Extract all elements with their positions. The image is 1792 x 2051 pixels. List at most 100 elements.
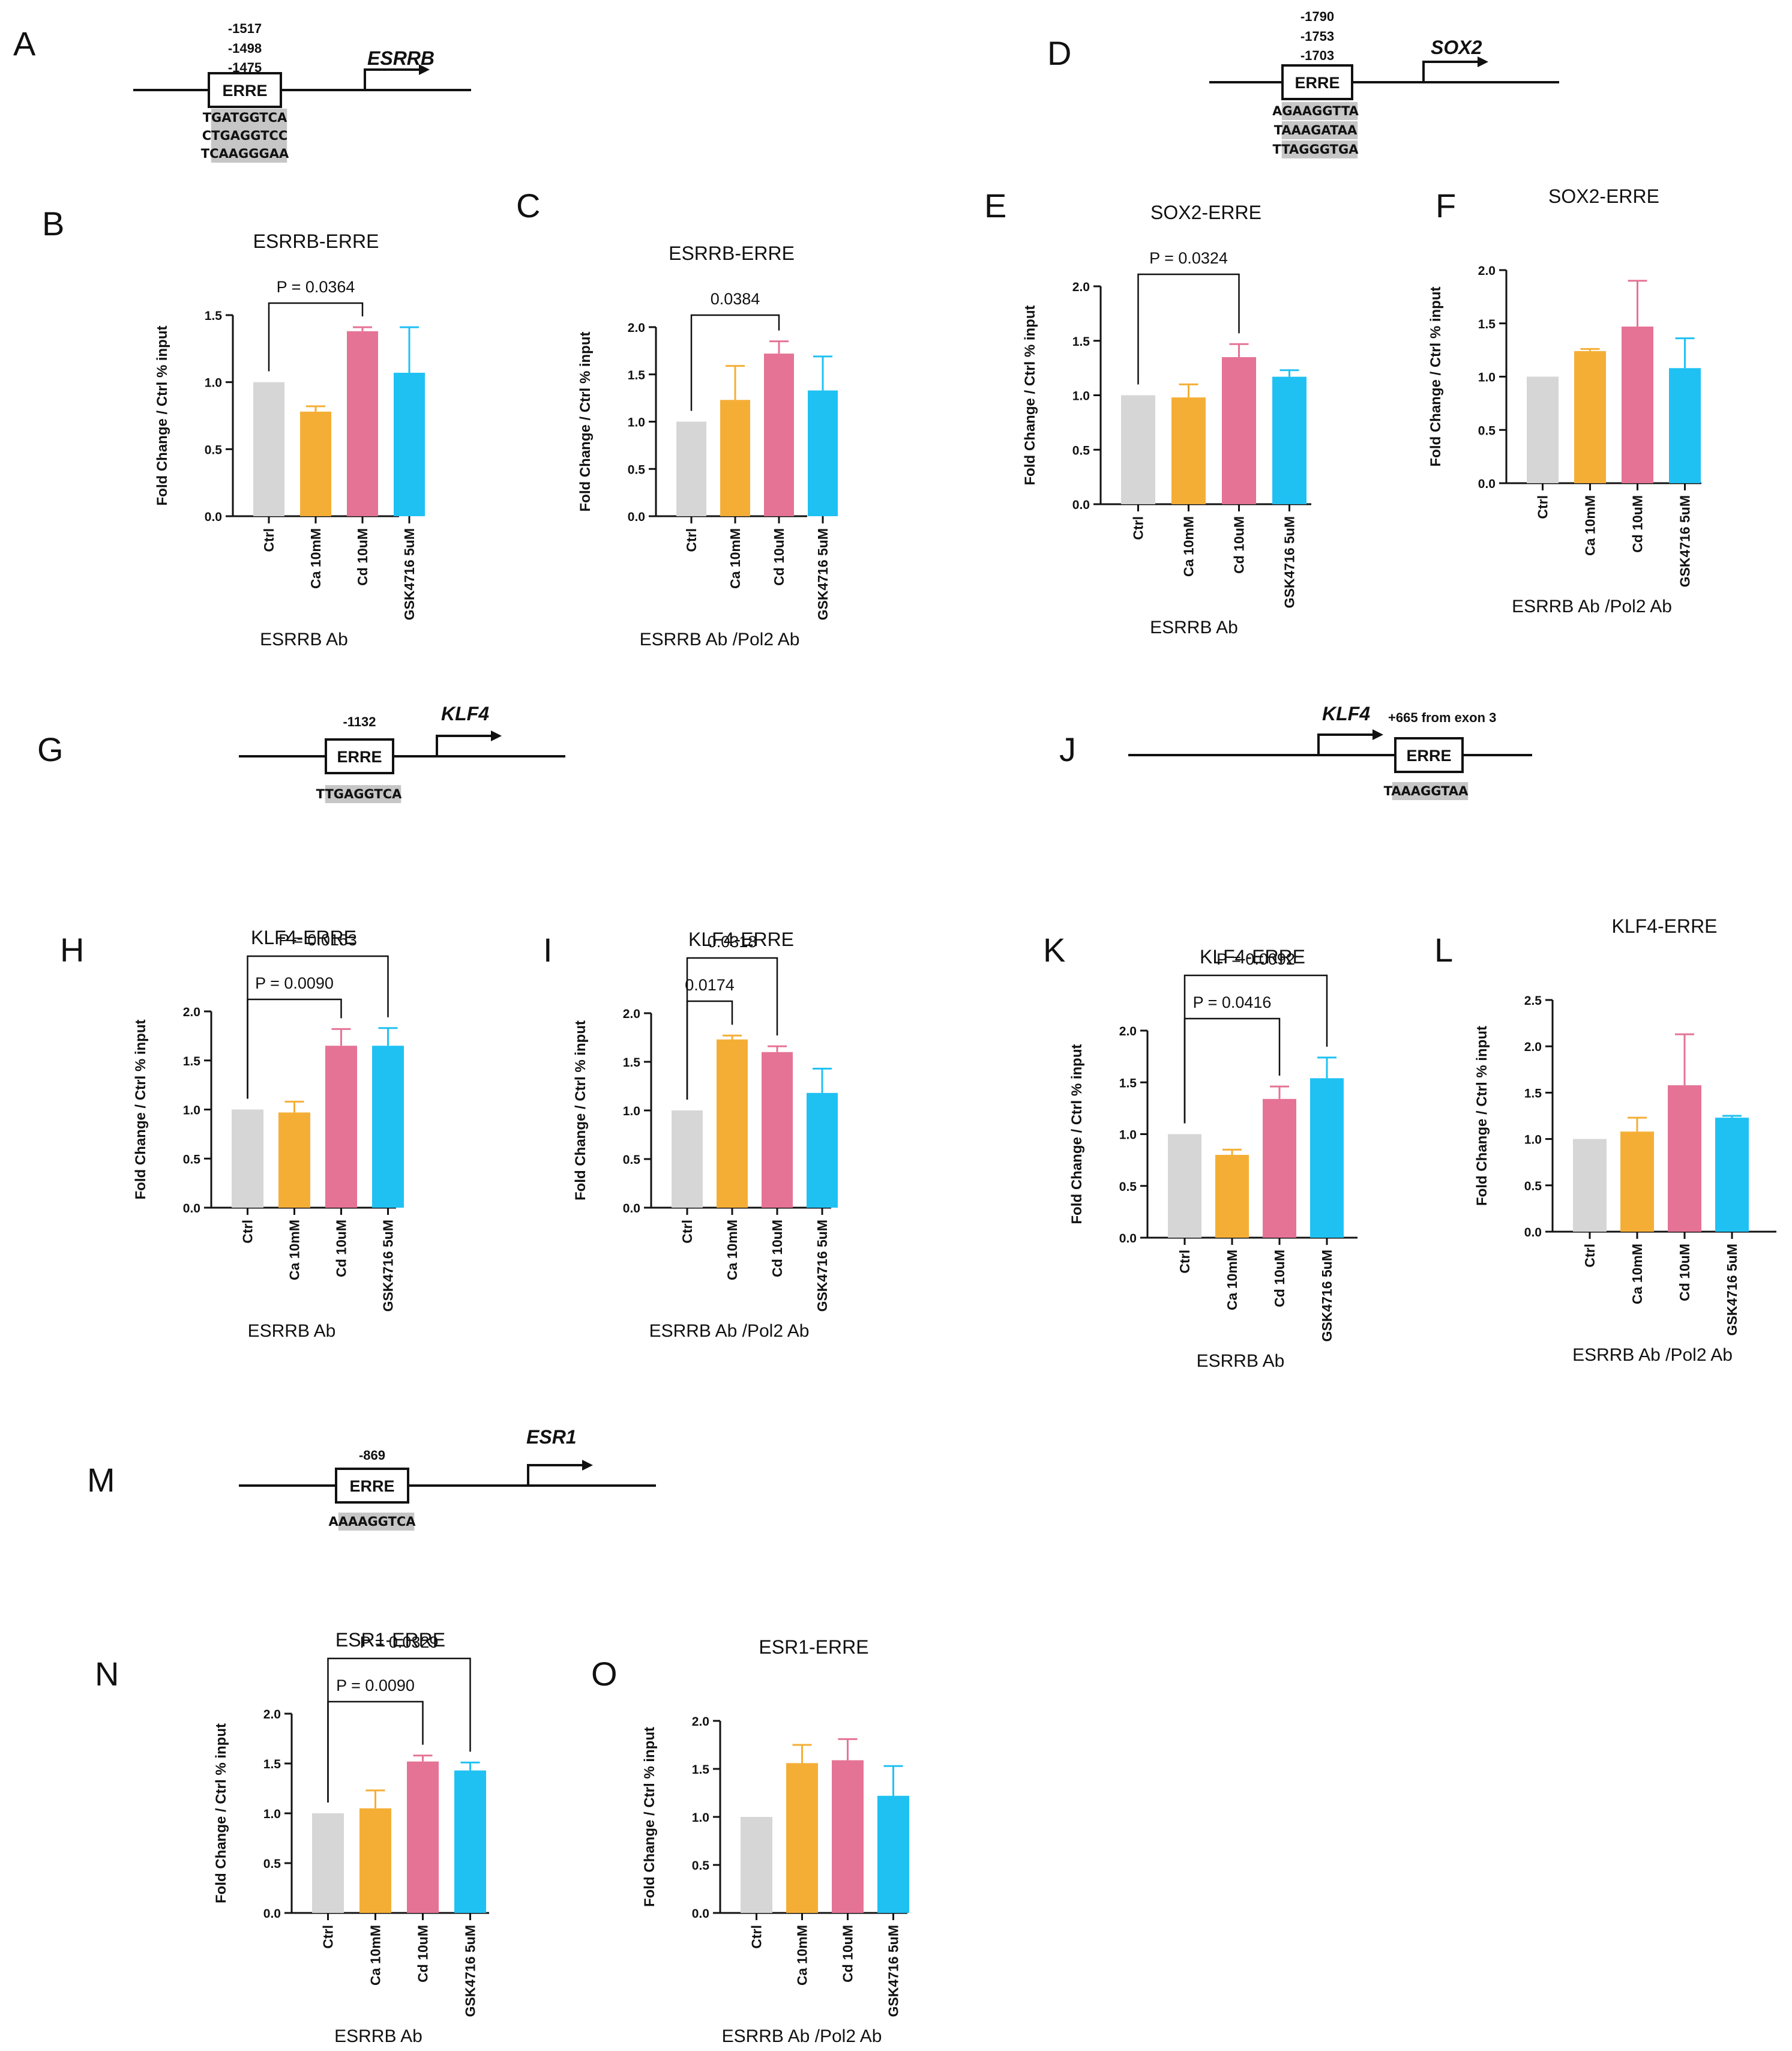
category-label: GSK4716 5uM (1724, 1244, 1740, 1336)
bar-ca-10mm (1171, 397, 1206, 504)
y-tick-label: 1.0 (692, 1811, 709, 1825)
chart-title: SOX2-ERRE (1150, 202, 1261, 223)
category-label: Ca 10mM (795, 1925, 810, 1986)
p-value-label: P = 0.0324 (1149, 249, 1228, 267)
erre-sequence: TTAGGGTGA (1273, 142, 1359, 157)
y-tick-label: 0.5 (1072, 444, 1090, 457)
category-label: Ca 10mM (724, 1220, 740, 1280)
promoter-diagram-g: ERRE KLF4 -1132 TTGAGGTCA (239, 703, 565, 803)
panel-letter-g: G (37, 730, 64, 768)
category-label: Ctrl (1535, 495, 1551, 519)
sequence-highlight (1281, 102, 1358, 120)
bar-gsk4716-5um (1310, 1078, 1344, 1238)
x-axis-label: ESRRB Ab /Pol2 Ab (649, 1321, 810, 1341)
p-value-label: 0.0384 (711, 290, 760, 308)
category-label: Ca 10mM (727, 528, 743, 589)
y-tick-label: 0.0 (1072, 498, 1090, 512)
significance-bracket (686, 957, 778, 1100)
bar-cd-10um (347, 331, 378, 516)
chart-o: ESR1-ERRE Fold Change / Ctrl % input 0.0 0.… (642, 1636, 909, 2046)
x-axis-label: ESRRB Ab /Pol2 Ab (1512, 597, 1672, 616)
panel-letter-k: K (1043, 931, 1065, 969)
chart-n: ESR1-ERRE Fold Change / Ctrl % input 0.0 0.… (213, 1629, 489, 2046)
bar-ca-10mm (1620, 1131, 1654, 1232)
y-axis-label: Fold Change / Ctrl % input (1069, 1044, 1085, 1224)
bar-cd-10um (1622, 327, 1653, 483)
panel-letter-n: N (95, 1655, 119, 1693)
erre-sequence: TAAAGGTAA (1384, 784, 1469, 798)
chart-i: KLF4-ERRE Fold Change / Ctrl % input 0.0 0.… (573, 929, 838, 1341)
chart-k: KLF4-ERRE Fold Change / Ctrl % input 0.0 0.… (1069, 946, 1358, 1371)
category-label: Cd 10uM (1630, 495, 1646, 553)
category-label: Ca 10mM (287, 1220, 302, 1280)
y-tick-label: 2.5 (1524, 994, 1542, 1008)
bar-cd-10um (764, 354, 794, 516)
chart-e: SOX2-ERRE Fold Change / Ctrl % input 0.0 0.… (1022, 202, 1311, 637)
chart-f: SOX2-ERRE Fold Change / Ctrl % input 0.0 0.… (1428, 185, 1701, 616)
p-value-label: P = 0.0364 (277, 278, 355, 296)
significance-bracket (247, 955, 389, 1099)
gene-name: SOX2 (1431, 37, 1482, 58)
erre-position: -1790 (1300, 9, 1334, 24)
x-axis-label: ESRRB Ab (260, 630, 348, 649)
arrowhead-icon (1373, 729, 1383, 740)
chart-c: ESRRB-ERRE Fold Change / Ctrl % input 0.0 0… (577, 242, 838, 649)
significance-bracket (1183, 974, 1328, 1124)
bar-ctrl (232, 1109, 263, 1208)
panel-letter-m: M (87, 1461, 115, 1499)
bar-cd-10um (762, 1052, 793, 1208)
erre-box (1394, 737, 1464, 773)
erre-sequence: AGAAGGTTA (1272, 104, 1359, 118)
y-tick-label: 1.0 (623, 1104, 640, 1118)
y-tick-label: 2.0 (1072, 280, 1090, 294)
tss-arrow (436, 735, 491, 756)
significance-bracket (1137, 273, 1240, 385)
category-label: GSK4716 5uM (1319, 1250, 1335, 1342)
promoter-diagram-m: ERRE ESR1 -869 AAAAGGTCA (239, 1426, 656, 1531)
tss-arrow (1422, 61, 1478, 82)
sequence-highlight (1281, 140, 1358, 158)
chart-title: KLF4-ERRE (1200, 946, 1305, 968)
chart-l: KLF4-ERRE Fold Change / Ctrl % input 0.0 0.… (1474, 915, 1776, 1365)
erre-box (1281, 64, 1353, 100)
y-tick-label: 0.5 (1119, 1180, 1137, 1194)
y-tick-label: 2.0 (623, 1007, 640, 1021)
gene-name: ESR1 (526, 1426, 577, 1448)
y-tick-label: 1.0 (183, 1104, 200, 1118)
category-label: Ca 10mM (368, 1925, 383, 1986)
category-label: Ctrl (679, 1220, 695, 1244)
tss-arrow (527, 1464, 582, 1486)
x-axis-label: ESRRB Ab /Pol2 Ab (722, 2026, 882, 2046)
erre-label: ERRE (349, 1477, 394, 1495)
erre-sequence: TTGAGGTCA (316, 787, 402, 801)
p-value-label: P = 0.0090 (336, 1676, 415, 1694)
category-label: Cd 10uM (840, 1925, 856, 1983)
y-tick-label: 0.5 (205, 443, 223, 457)
y-tick-label: 0.0 (1478, 477, 1496, 491)
gene-name: ESRRB (367, 47, 434, 69)
y-tick-label: 0.5 (183, 1152, 201, 1166)
erre-position: -1132 (343, 714, 376, 729)
bar-ca-10mm (359, 1808, 391, 1913)
bar-ctrl (1168, 1134, 1201, 1238)
y-tick-label: 0.0 (628, 510, 645, 524)
y-tick-label: 0.5 (263, 1857, 281, 1871)
category-label: Ca 10mM (1583, 495, 1598, 556)
erre-position: -1703 (1300, 48, 1334, 63)
panel-letter-l: L (1434, 931, 1453, 969)
arrowhead-icon (582, 1460, 593, 1471)
panel-letter-a: A (13, 25, 36, 62)
erre-position: +665 from exon 3 (1388, 710, 1496, 725)
chart-h: KLF4-ERRE Fold Change / Ctrl % input 0.0 0.… (133, 927, 404, 1341)
y-axis-label: Fold Change / Ctrl % input (1474, 1026, 1490, 1206)
erre-sequence: TGATGGTCA (203, 110, 287, 125)
category-label: Ca 10mM (1181, 516, 1197, 577)
panel-letter-i: I (543, 931, 553, 969)
y-tick-label: 0.5 (628, 463, 646, 477)
y-tick-label: 1.5 (1478, 318, 1496, 331)
category-label: Ca 10mM (1224, 1250, 1240, 1310)
chart-b: ESRRB-ERRE Fold Change / Ctrl % input 0.0 0… (154, 230, 425, 649)
category-label: GSK4716 5uM (886, 1925, 901, 2017)
sequence-highlight (338, 1513, 415, 1531)
